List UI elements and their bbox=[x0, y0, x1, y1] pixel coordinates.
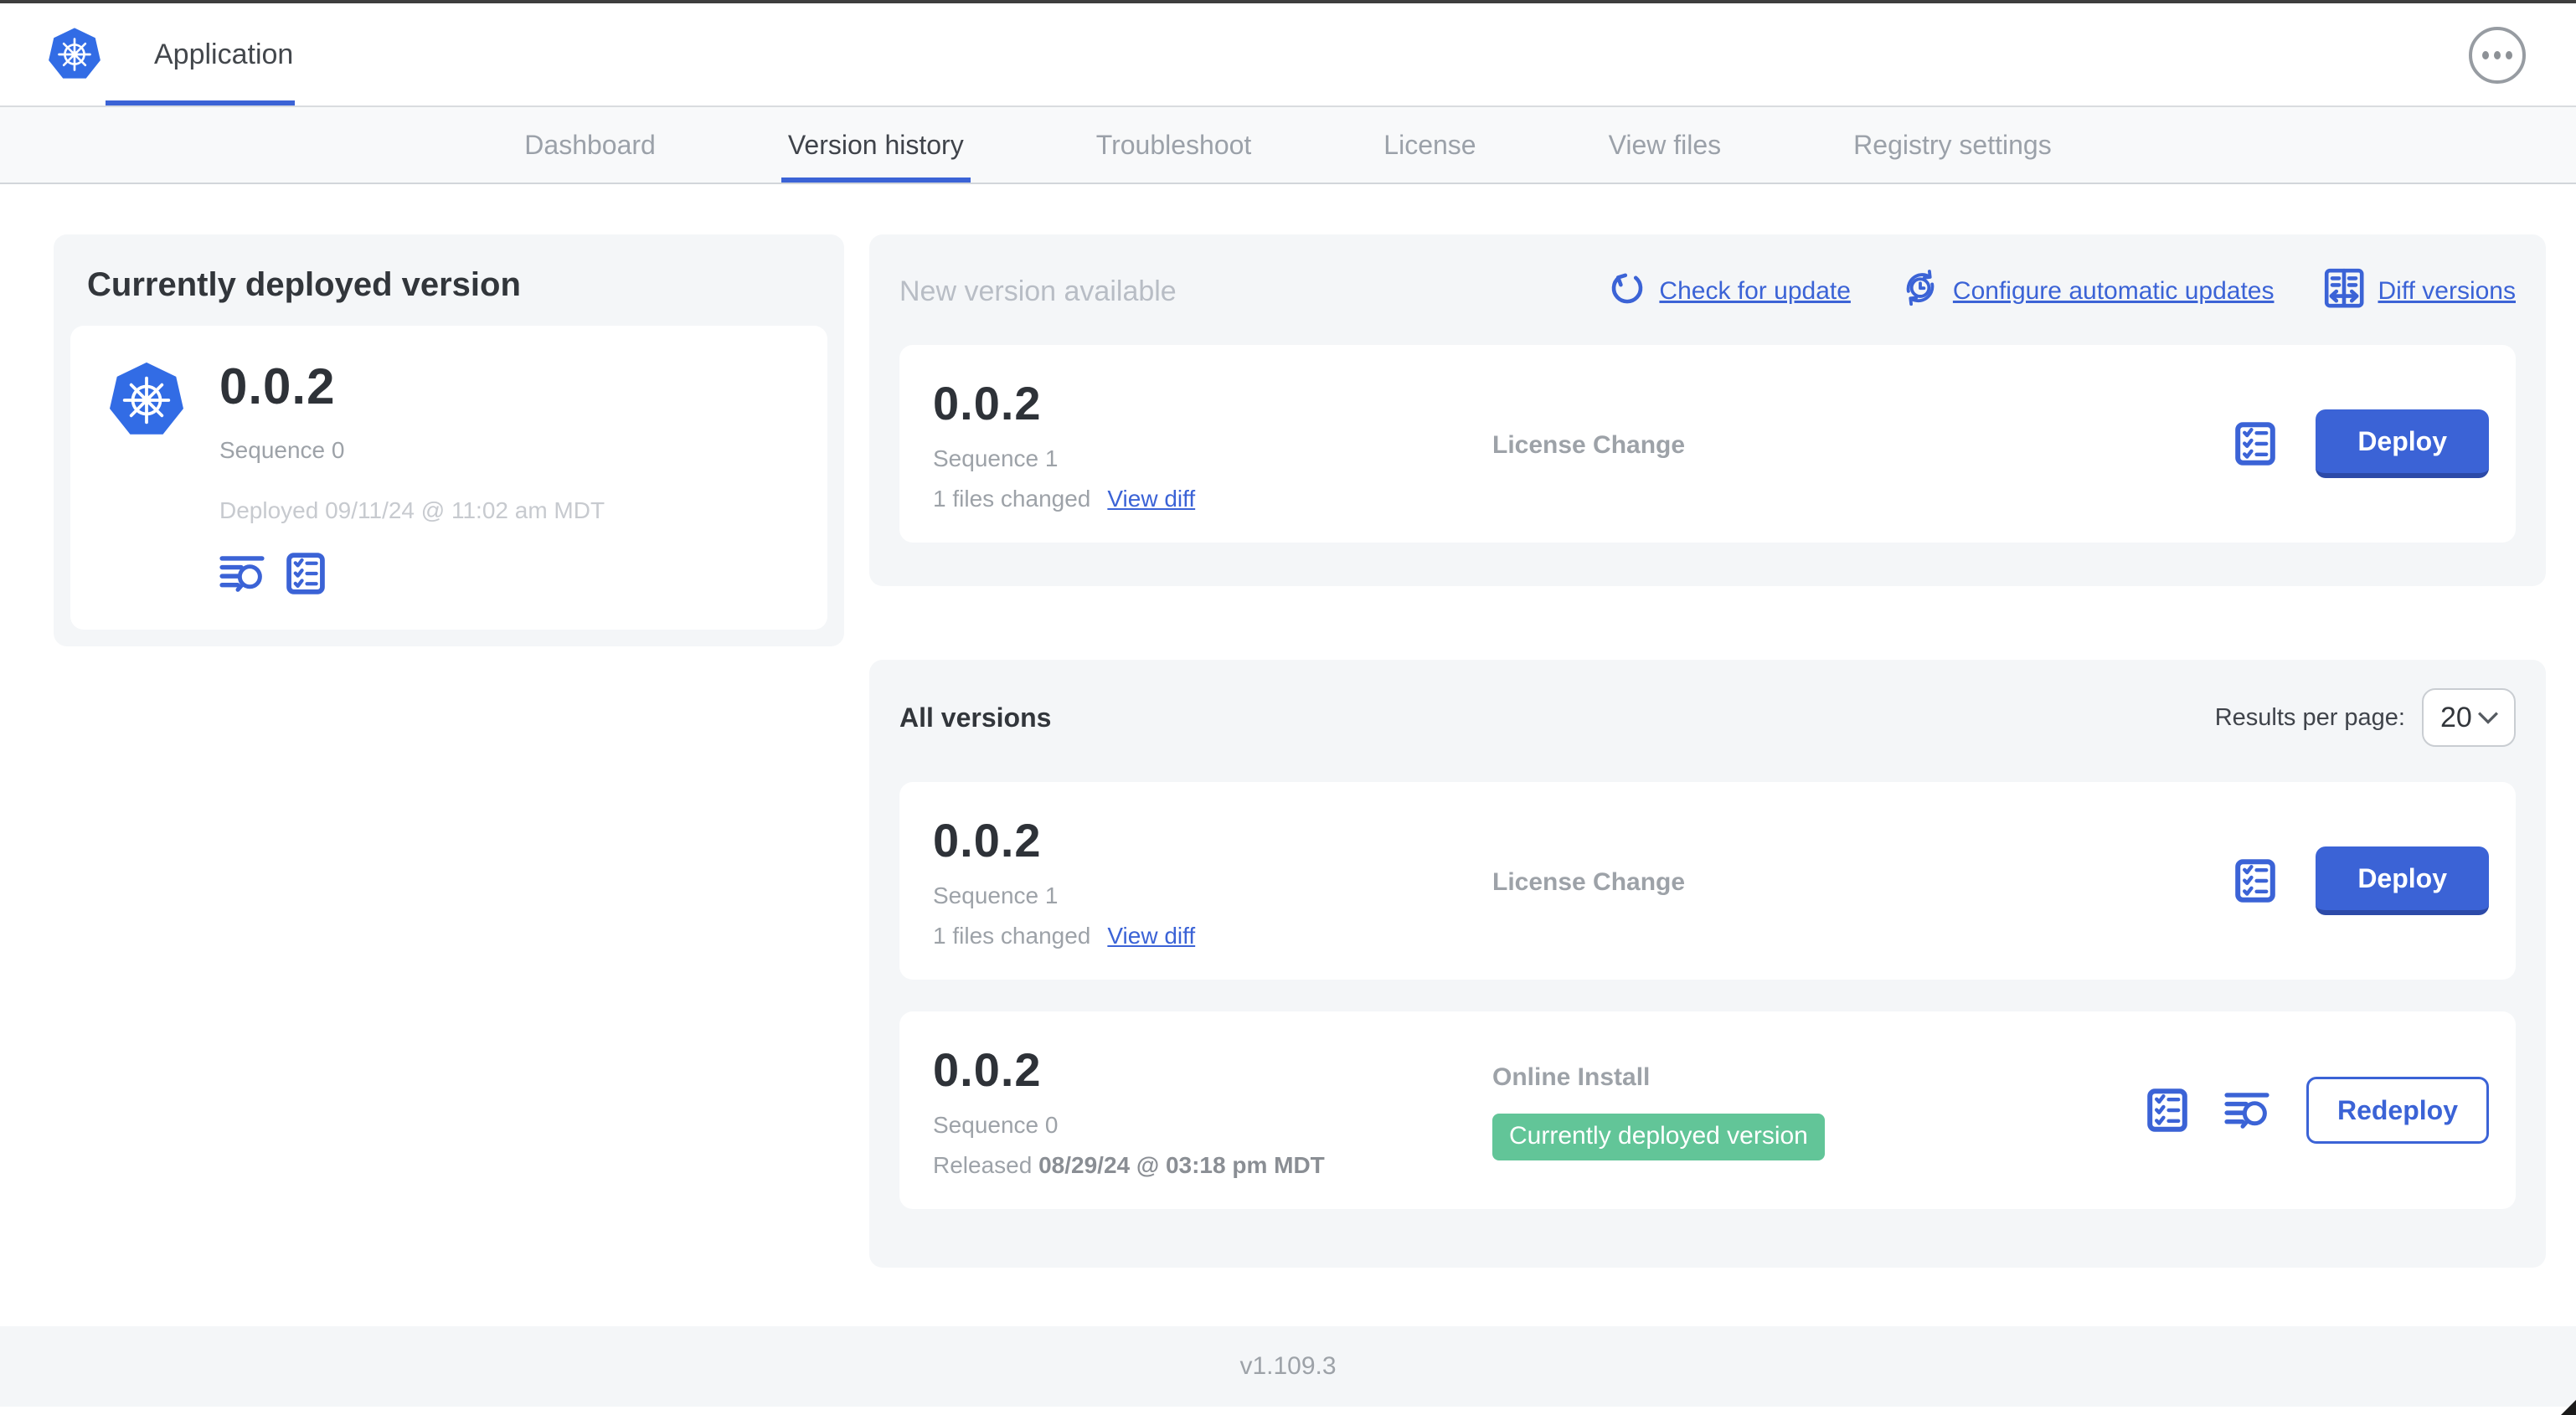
results-per-page-label: Results per page: bbox=[2214, 703, 2405, 731]
chevron-down-icon bbox=[2478, 712, 2498, 724]
release-notes-icon[interactable] bbox=[219, 554, 265, 593]
tab-license[interactable]: License bbox=[1383, 129, 1476, 160]
deploy-button[interactable]: Deploy bbox=[2316, 409, 2489, 478]
tab-dashboard[interactable]: Dashboard bbox=[524, 129, 656, 160]
active-tab-underline bbox=[781, 178, 971, 183]
currently-deployed-card: Currently deployed version 0.0.2 Sequenc… bbox=[54, 234, 844, 646]
view-diff-link[interactable]: View diff bbox=[1107, 922, 1196, 949]
checklist-icon[interactable] bbox=[2235, 859, 2275, 903]
results-per-page-select[interactable]: 20 bbox=[2422, 688, 2516, 747]
files-changed-text: 1 files changed bbox=[933, 485, 1091, 512]
diff-versions-link[interactable]: Diff versions bbox=[2324, 268, 2516, 315]
version-nav: Dashboard Version history Troubleshoot L… bbox=[0, 107, 2576, 184]
released-label: Released bbox=[933, 1151, 1033, 1178]
more-options-button[interactable] bbox=[2469, 27, 2526, 84]
new-version-row: 0.0.2 Sequence 1 1 files changed View dif… bbox=[899, 345, 2516, 543]
refresh-icon bbox=[1609, 270, 1646, 313]
version-row: 0.0.2 Sequence 0 Released 08/29/24 @ 03:… bbox=[899, 1011, 2516, 1209]
release-notes-icon[interactable] bbox=[2224, 1091, 2269, 1129]
version-source: Online Install bbox=[1492, 1063, 1651, 1091]
version-number: 0.0.2 bbox=[933, 813, 1042, 867]
diff-columns-icon bbox=[2324, 268, 2364, 315]
ellipsis-icon bbox=[2482, 51, 2489, 59]
currently-deployed-badge: Currently deployed version bbox=[1492, 1113, 1825, 1160]
tab-troubleshoot[interactable]: Troubleshoot bbox=[1095, 129, 1252, 160]
version-number: 0.0.2 bbox=[933, 376, 1042, 430]
new-version-title: New version available bbox=[899, 275, 1177, 307]
top-bar: Application bbox=[0, 3, 2576, 107]
version-row: 0.0.2 Sequence 1 1 files changed View dif… bbox=[899, 782, 2516, 980]
version-sequence: Sequence 0 bbox=[933, 1111, 1059, 1138]
all-versions-card: All versions Results per page: 20 0.0.2 bbox=[869, 660, 2546, 1268]
deployed-sequence: Sequence 0 bbox=[219, 437, 345, 463]
new-version-card: New version available Check for update C… bbox=[869, 234, 2546, 586]
check-for-update-link[interactable]: Check for update bbox=[1609, 270, 1851, 313]
kubernetes-app-icon bbox=[107, 361, 186, 440]
deployed-version-card: 0.0.2 Sequence 0 Deployed 09/11/24 @ 11:… bbox=[70, 326, 827, 630]
files-changed-text: 1 files changed bbox=[933, 922, 1091, 949]
checklist-icon[interactable] bbox=[2147, 1088, 2187, 1132]
versions-column: New version available Check for update C… bbox=[869, 234, 2546, 1268]
version-sequence: Sequence 1 bbox=[933, 445, 1059, 471]
tab-version-history[interactable]: Version history bbox=[781, 107, 971, 183]
version-source: License Change bbox=[1492, 867, 1686, 896]
mouse-cursor bbox=[2561, 1400, 2576, 1415]
footer: v1.109.3 bbox=[0, 1326, 2576, 1407]
deployed-timestamp: Deployed 09/11/24 @ 11:02 am MDT bbox=[219, 497, 605, 523]
configure-automatic-updates-link[interactable]: Configure automatic updates bbox=[1901, 269, 2274, 314]
checklist-icon[interactable] bbox=[2235, 422, 2275, 466]
main-content: Currently deployed version 0.0.2 Sequenc… bbox=[0, 184, 2576, 1326]
all-versions-title: All versions bbox=[899, 702, 1052, 733]
deploy-button[interactable]: Deploy bbox=[2316, 846, 2489, 915]
redeploy-button[interactable]: Redeploy bbox=[2306, 1077, 2489, 1144]
checklist-icon[interactable] bbox=[286, 553, 325, 594]
kubernetes-logo-icon bbox=[47, 26, 102, 82]
released-date: 08/29/24 @ 03:18 pm MDT bbox=[1038, 1151, 1325, 1178]
screen-top-edge bbox=[0, 0, 2576, 3]
view-diff-link[interactable]: View diff bbox=[1107, 485, 1196, 512]
currently-deployed-title: Currently deployed version bbox=[87, 266, 521, 303]
deployed-version-number: 0.0.2 bbox=[219, 358, 336, 414]
tab-registry-settings[interactable]: Registry settings bbox=[1853, 129, 2052, 160]
app-tab-active-underline bbox=[106, 100, 295, 105]
clock-refresh-icon bbox=[1901, 269, 1940, 314]
version-number: 0.0.2 bbox=[933, 1042, 1042, 1096]
console-version: v1.109.3 bbox=[1239, 1352, 1337, 1380]
app-tab-label[interactable]: Application bbox=[154, 38, 294, 70]
version-sequence: Sequence 1 bbox=[933, 882, 1059, 908]
tab-view-files[interactable]: View files bbox=[1608, 129, 1722, 160]
version-source: License Change bbox=[1492, 430, 1686, 459]
